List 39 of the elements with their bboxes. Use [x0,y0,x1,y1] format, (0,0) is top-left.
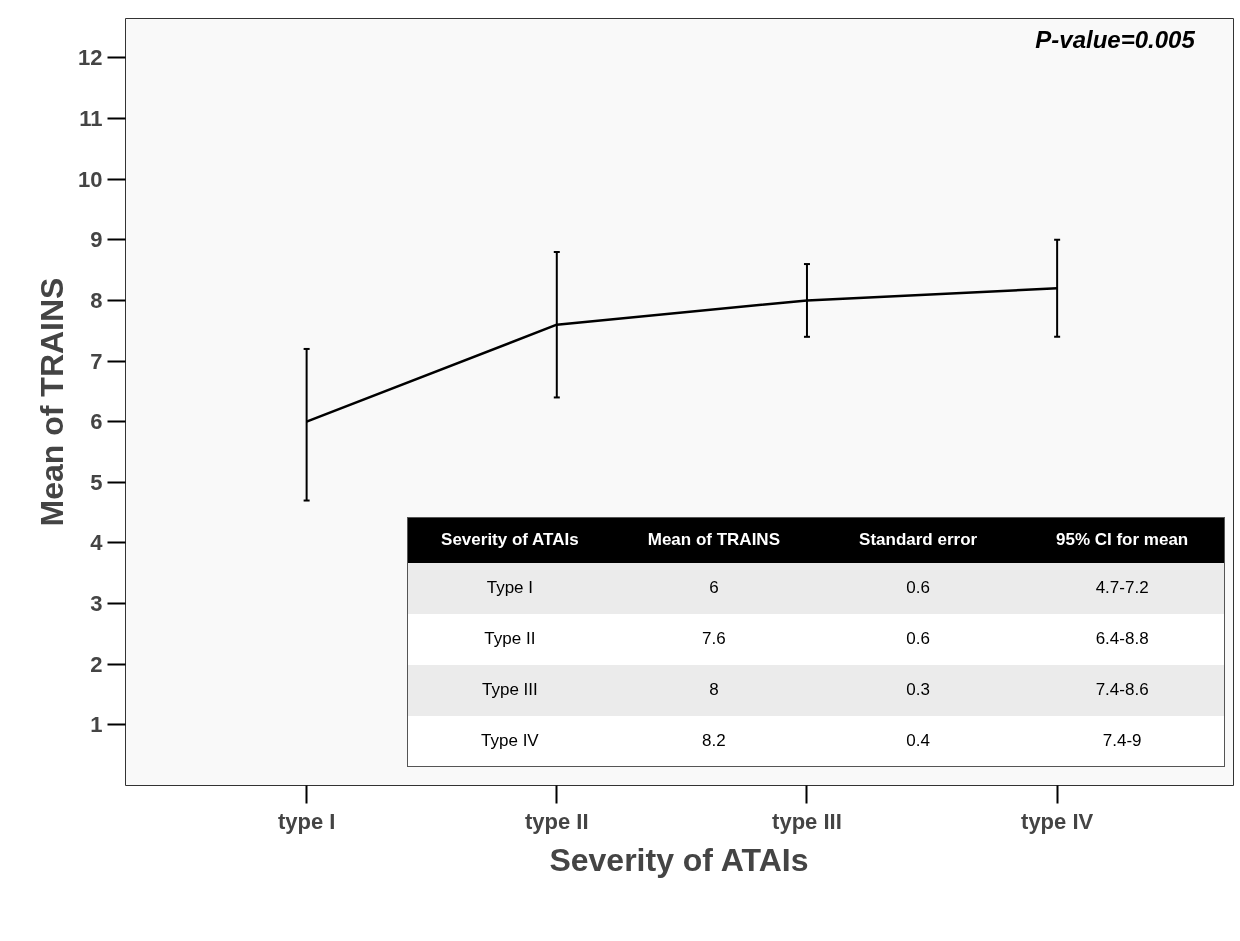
table-cell: 8 [611,664,816,716]
y-tick-label: 2 [90,651,103,677]
table-cell: 0.6 [816,613,1021,665]
table-cell: 7.4-8.6 [1020,664,1225,716]
y-axis-title: Mean of TRAINS [34,277,71,527]
y-tick-label: 7 [90,348,103,374]
table-cell: 4.7-7.2 [1020,562,1225,614]
y-tick-label: 4 [90,530,104,556]
table-cell: 8.2 [611,715,816,767]
x-tick-label: type IV [1021,808,1094,834]
table-cell: 7.6 [611,613,816,665]
x-tick-label: type II [525,808,589,834]
table-cell: Severity of ATAIs [407,517,612,563]
y-tick-label: 10 [78,166,103,192]
y-tick-label: 9 [90,227,103,253]
table-cell: Type II [407,613,612,665]
table-cell: 6 [611,562,816,614]
y-tick-label: 8 [90,287,103,313]
table-cell: Type I [407,562,612,614]
table-cell: 6.4-8.8 [1020,613,1225,665]
y-tick-label: 12 [78,45,103,71]
x-tick-label: type III [772,808,842,834]
table-cell: Type IV [407,715,612,767]
table-cell: 0.6 [816,562,1021,614]
annotation: P-value=0.005 [1035,26,1196,54]
table-cell: Type III [407,664,612,716]
x-tick-label: type I [277,808,336,834]
table-cell: 95% CI for mean [1020,517,1225,563]
y-tick-label: 3 [90,591,103,617]
table-cell: Mean of TRAINS [611,517,816,563]
table-cell: 7.4-9 [1020,715,1225,767]
table-cell: 0.3 [816,664,1021,716]
table-cell: Standard error [816,517,1021,563]
table-cell: 0.4 [816,715,1021,767]
y-tick-label: 5 [90,469,103,495]
x-axis-title: Severity of ATAIs [549,841,809,878]
y-tick-label: 11 [79,106,103,132]
y-tick-label: 6 [90,409,103,435]
y-tick-label: 1 [90,712,103,738]
